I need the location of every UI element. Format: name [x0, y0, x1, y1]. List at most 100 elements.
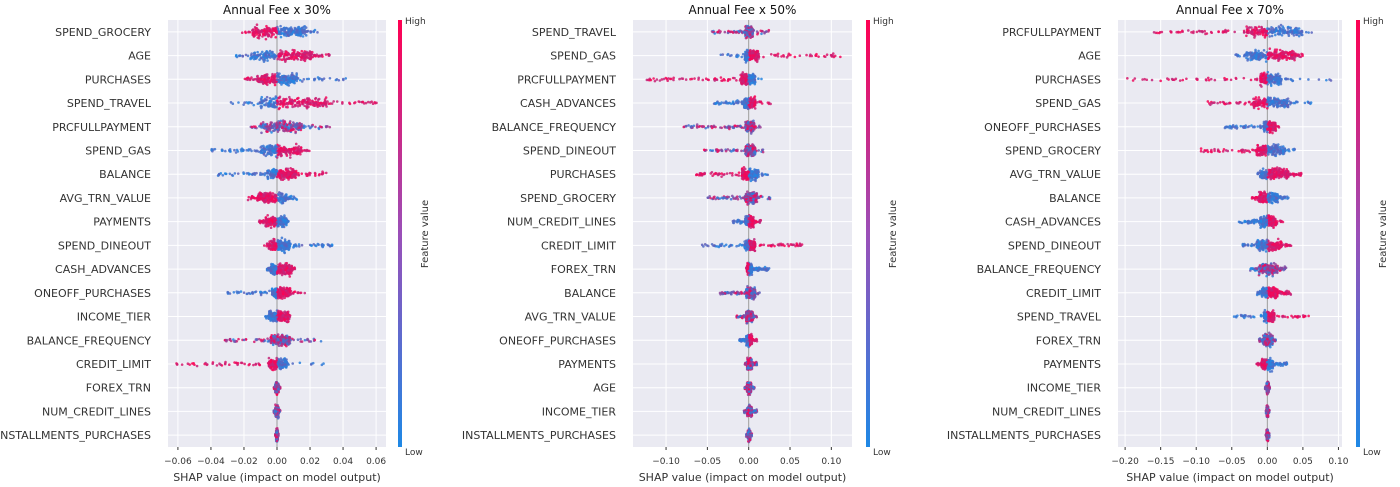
colorbar-low-label: Low	[405, 448, 423, 458]
shap-point	[259, 151, 263, 154]
shap-point	[286, 220, 290, 224]
shap-point	[268, 289, 271, 293]
shap-point	[299, 33, 302, 36]
shap-point	[268, 29, 272, 33]
shap-point	[271, 55, 275, 59]
shap-point	[258, 101, 262, 104]
shap-point	[256, 50, 259, 54]
shap-point	[324, 53, 328, 56]
shap-point	[319, 54, 323, 58]
shap-point	[274, 27, 278, 30]
shap-point	[290, 73, 294, 77]
shap-point	[303, 104, 306, 108]
shap-point	[245, 172, 248, 175]
shap-point	[314, 101, 317, 105]
shap-point	[282, 54, 286, 58]
shap-point	[296, 97, 299, 100]
shap-point	[288, 150, 291, 154]
shap-point	[247, 102, 250, 105]
shap-point	[328, 53, 331, 57]
shap-point	[278, 125, 282, 128]
shap-point	[298, 361, 302, 365]
shap-point	[280, 80, 283, 84]
shap-point	[269, 269, 273, 272]
shap-point	[274, 217, 277, 221]
shap-point	[288, 95, 291, 99]
shap-point	[265, 95, 269, 99]
shap-point	[246, 76, 250, 80]
shap-point	[270, 242, 274, 246]
shap-point	[285, 168, 288, 172]
shap-point	[284, 289, 288, 292]
shap-point	[293, 98, 297, 102]
shap-point	[279, 264, 283, 268]
shap-point	[267, 53, 271, 57]
shap-panel-1: SPEND_GROCERYAGEPURCHASESSPEND_TRAVELPRC…	[0, 3, 386, 484]
shap-point	[288, 100, 292, 103]
shap-point	[271, 147, 275, 151]
shap-point	[280, 32, 284, 35]
shap-point	[253, 340, 256, 344]
shap-point	[259, 192, 263, 196]
shap-point	[317, 97, 321, 101]
shap-point	[246, 54, 250, 58]
shap-point	[228, 172, 232, 176]
shap-point	[318, 173, 321, 176]
shap-point	[313, 77, 317, 81]
shap-point	[277, 96, 280, 100]
shap-point	[273, 195, 277, 199]
shap-point	[288, 288, 292, 292]
x-tick-label: −0.04	[197, 457, 225, 467]
shap-point	[299, 337, 302, 341]
shap-point	[243, 362, 246, 366]
shap-point	[278, 121, 282, 124]
shap-point	[253, 290, 257, 294]
shap-point	[277, 309, 280, 313]
shap-point	[271, 75, 274, 78]
shap-point	[243, 101, 246, 104]
shap-point	[275, 74, 279, 78]
shap-point	[364, 101, 368, 105]
shap-point	[289, 195, 292, 199]
shap-point	[274, 405, 278, 409]
shap-point	[260, 339, 263, 343]
shap-point	[273, 361, 277, 365]
shap-point	[297, 29, 301, 33]
shap-point	[211, 362, 214, 366]
shap-point	[264, 154, 268, 158]
shap-point	[270, 131, 273, 134]
shap-point	[267, 220, 271, 224]
shap-point	[273, 272, 276, 276]
shap-point	[271, 72, 274, 76]
shap-point	[252, 363, 255, 367]
shap-point	[328, 76, 332, 80]
shap-point	[326, 125, 329, 128]
feature-label: PURCHASES	[85, 73, 151, 86]
feature-label: INSTALLMENTS_PURCHASES	[0, 429, 151, 442]
shap-point	[282, 145, 286, 149]
shap-point	[255, 56, 259, 59]
shap-point	[259, 221, 262, 225]
shap-point	[274, 319, 278, 322]
beeswarm-spend-gas	[210, 142, 311, 159]
shap-point	[269, 100, 273, 103]
shap-point	[297, 25, 301, 29]
shap-point	[283, 81, 287, 85]
shap-point	[262, 220, 266, 224]
shap-point	[280, 317, 284, 321]
shap-point	[295, 30, 299, 34]
shap-point	[335, 100, 339, 103]
shap-point	[252, 34, 256, 38]
shap-point	[321, 170, 324, 174]
shap-point	[270, 145, 274, 148]
shap-point	[287, 74, 290, 78]
shap-point	[254, 338, 258, 341]
shap-point	[272, 170, 275, 173]
shap-point	[301, 101, 304, 104]
shap-point	[259, 293, 263, 297]
shap-point	[285, 174, 289, 178]
shap-point	[300, 243, 304, 247]
shap-point	[250, 76, 253, 79]
shap-point	[273, 79, 277, 83]
shap-point	[288, 275, 292, 278]
